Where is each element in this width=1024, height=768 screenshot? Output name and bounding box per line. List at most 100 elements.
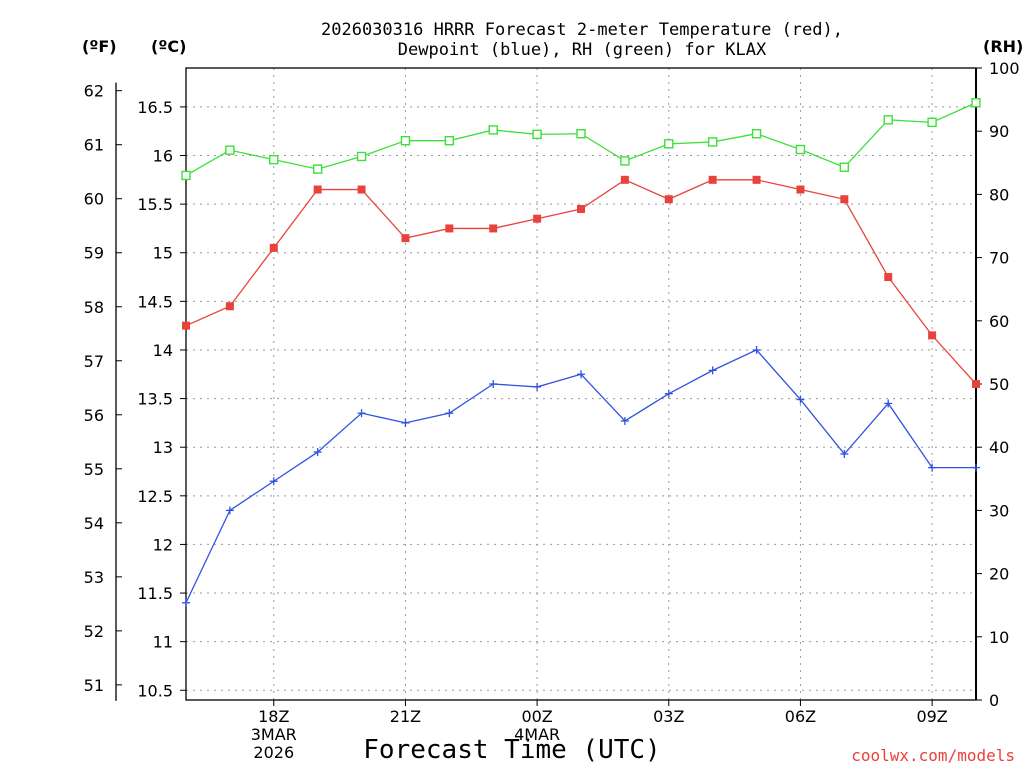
rh-line <box>185 102 977 177</box>
temperature-point <box>752 175 761 184</box>
temperature-point <box>577 204 585 213</box>
rh-tick-label: 50 <box>989 375 1009 394</box>
rh-point <box>751 129 762 139</box>
dewpoint-point <box>928 463 937 472</box>
dewpoint-point <box>577 370 585 379</box>
fahrenheit-tick-label: 62 <box>84 82 104 101</box>
chart-title-line-1: 2026030316 HRRR Forecast 2-meter Tempera… <box>321 20 843 40</box>
rh-point <box>620 156 630 166</box>
dewpoint-point <box>796 395 805 404</box>
celsius-tick-label: 11 <box>153 633 173 652</box>
dewpoint-point <box>840 450 849 459</box>
rh-tick-label: 40 <box>989 438 1009 457</box>
dewpoint-point <box>620 416 629 425</box>
dewpoint-point <box>708 366 717 375</box>
rh-tick-label: 80 <box>989 185 1009 204</box>
rh-tick-label: 90 <box>989 122 1009 141</box>
rh-point <box>400 135 411 146</box>
fahrenheit-tick-label: 54 <box>84 514 104 533</box>
rh-point <box>795 144 806 155</box>
x-tick-label: 21Z <box>390 707 421 726</box>
celsius-tick-label: 12.5 <box>137 487 173 506</box>
rh-tick-label: 20 <box>989 565 1009 584</box>
temperature-point <box>884 273 893 282</box>
fahrenheit-tick-label: 58 <box>84 298 104 317</box>
temperature-point <box>972 380 980 388</box>
rh-unit-label: (RH) <box>983 37 1023 56</box>
temperature-point <box>928 331 937 340</box>
temperature-point <box>708 175 717 184</box>
temperature-point <box>401 234 410 243</box>
dewpoint-point <box>664 389 673 398</box>
fahrenheit-tick-label: 59 <box>84 244 104 263</box>
rh-point <box>181 170 191 181</box>
gridlines <box>186 68 976 700</box>
rh-point <box>839 162 850 172</box>
x-tick-label: 3MAR <box>251 725 297 744</box>
celsius-unit-label: (ºC) <box>151 37 186 56</box>
celsius-tick-label: 15.5 <box>137 195 173 214</box>
celsius-tick-label: 13 <box>153 438 173 457</box>
dewpoint-point <box>225 506 234 515</box>
temperature-point <box>664 195 673 204</box>
celsius-tick-label: 16 <box>153 147 173 166</box>
dewpoint-point <box>489 380 498 388</box>
x-tick-label: 00Z <box>521 707 552 726</box>
rh-point <box>488 125 498 135</box>
fahrenheit-unit-label: (ºF) <box>82 37 117 56</box>
temperature-point <box>182 321 190 330</box>
dewpoint-point <box>401 418 410 427</box>
fahrenheit-tick-label: 61 <box>84 136 104 155</box>
temperature-point <box>225 302 234 311</box>
rh-tick-label: 100 <box>989 59 1020 78</box>
temperature-point <box>313 185 322 194</box>
x-tick-label: 2026 <box>253 743 294 762</box>
dewpoint-point <box>269 477 278 486</box>
plot-frame <box>185 67 977 701</box>
x-tick-label: 18Z <box>258 707 289 726</box>
rh-point <box>927 117 937 128</box>
dewpoint-point <box>182 598 190 607</box>
data-series <box>181 98 981 607</box>
celsius-tick-label: 12 <box>153 535 173 554</box>
rh-tick-label: 10 <box>989 628 1009 647</box>
temperature-point <box>489 224 498 233</box>
temperature-point <box>269 243 278 252</box>
celsius-tick-label: 15 <box>153 244 173 263</box>
rh-tick-label: 30 <box>989 501 1009 520</box>
rh-point <box>707 137 718 147</box>
rh-point <box>269 154 279 165</box>
dewpoint-point <box>445 409 454 418</box>
celsius-tick-label: 13.5 <box>137 390 173 409</box>
temperature-point <box>533 214 542 223</box>
dewpoint-point <box>533 382 542 391</box>
rh-point <box>225 145 235 155</box>
dewpoint-point <box>752 345 761 354</box>
fahrenheit-tick-label: 51 <box>84 676 104 695</box>
celsius-tick-label: 11.5 <box>137 584 173 603</box>
temperature-point <box>620 175 629 184</box>
x-tick-label: 03Z <box>653 707 684 726</box>
x-axis-title: Forecast Time (UTC) <box>363 735 660 765</box>
rh-point <box>312 164 323 174</box>
celsius-tick-label: 14.5 <box>137 292 173 311</box>
fahrenheit-tick-label: 55 <box>84 460 104 479</box>
dewpoint-point <box>313 448 322 457</box>
temperature-point <box>445 224 454 233</box>
credit-label: coolwx.com/models <box>851 746 1015 765</box>
x-tick-label: 4MAR <box>514 725 560 744</box>
rh-point <box>532 129 542 140</box>
rh-point <box>576 129 586 139</box>
fahrenheit-tick-label: 52 <box>84 622 104 641</box>
rh-point <box>664 139 674 149</box>
fahrenheit-tick-label: 53 <box>84 568 104 587</box>
rh-point <box>444 135 455 146</box>
dewpoint-line <box>185 349 976 604</box>
temperature-point <box>357 185 366 194</box>
rh-tick-label: 60 <box>989 312 1009 331</box>
x-tick-label: 06Z <box>785 707 816 726</box>
dewpoint-point <box>357 409 366 418</box>
celsius-tick-label: 16.5 <box>137 98 173 117</box>
